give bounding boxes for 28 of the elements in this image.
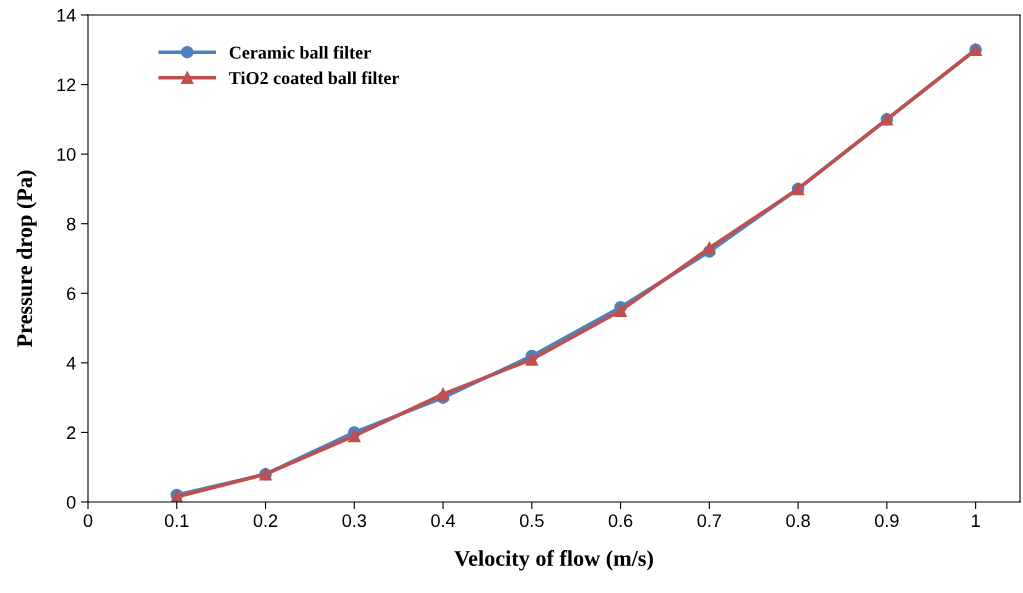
x-tick-label: 0.9 [875, 514, 899, 528]
point [703, 241, 716, 255]
y-tick-label: 10 [57, 148, 76, 161]
y-tick-label: 4 [66, 356, 76, 370]
x-tick-label: 0 [83, 514, 93, 528]
y-axis-title: Pressure drop (Pa) [16, 170, 37, 348]
x-tick-label: 0.5 [519, 514, 544, 528]
y-tick-label: 8 [66, 217, 76, 231]
y-tick-label: 0 [66, 495, 76, 509]
legend-label: Ceramic ball filter [229, 45, 371, 59]
point [525, 353, 539, 366]
x-tick-label: 0.3 [342, 514, 367, 528]
point [614, 304, 627, 317]
point [348, 429, 361, 443]
point [436, 387, 450, 401]
x-tick-label: 0.2 [253, 514, 278, 528]
x-tick-label: 0.1 [164, 514, 189, 528]
x-tick-label: 0.6 [608, 514, 633, 528]
x-axis-title: Velocity of flow (m/s) [454, 550, 653, 571]
y-tick-label: 6 [67, 287, 76, 301]
legend-label: TiO2 coated ball filter [229, 71, 400, 85]
x-tick-label: 0.7 [697, 514, 721, 528]
y-tick-label: 2 [67, 426, 76, 439]
x-tick-label: 0.4 [431, 514, 456, 528]
y-tick-label: 12 [57, 78, 76, 92]
x-tick-label: 0.8 [786, 514, 810, 528]
y-tick-label: 14 [57, 9, 76, 22]
x-tick-label: 1 [971, 514, 980, 527]
